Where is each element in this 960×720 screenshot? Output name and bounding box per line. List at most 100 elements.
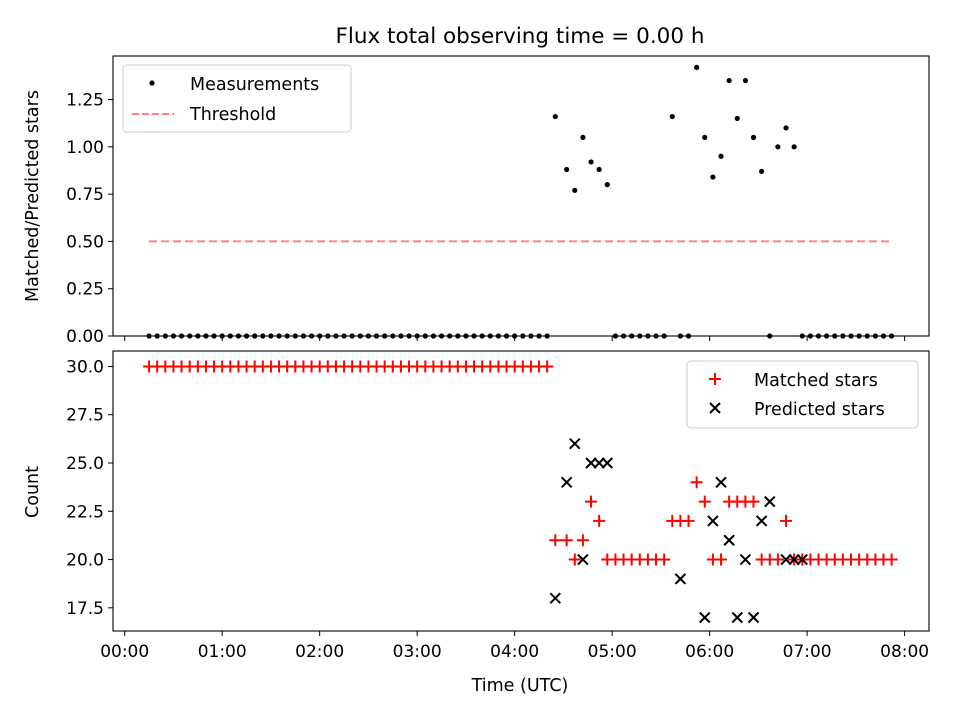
matched-stars-point — [885, 553, 898, 566]
measurement-point — [694, 64, 700, 70]
legend-matched-stars-label: Matched stars — [754, 371, 878, 391]
legend-measurements-label: Measurements — [190, 75, 319, 95]
x-tick-label: 02:00 — [295, 642, 344, 662]
matched-stars-point — [771, 553, 784, 566]
measurement-point — [572, 187, 578, 193]
predicted-stars-point — [593, 457, 605, 469]
predicted-stars-point — [674, 573, 687, 585]
matched-stars-point — [658, 553, 671, 566]
measurement-point — [552, 113, 558, 120]
matched-stars-point — [576, 534, 589, 547]
predicted-stars-point — [739, 553, 752, 566]
bottom-y-ticks: 17.5 20.0 22.5 25.0 27.5 30.0 — [66, 357, 113, 619]
predicted-stars-point — [747, 611, 760, 624]
y-tick-label: 27.5 — [66, 406, 104, 426]
x-tick-label: 06:00 — [685, 642, 734, 662]
measurement-point — [759, 168, 765, 175]
legend-measurements-marker — [149, 80, 155, 86]
y-tick-label: 0.50 — [66, 232, 104, 252]
predicted-stars-point — [549, 592, 561, 604]
matched-stars-point — [560, 534, 573, 547]
measurement-point — [742, 77, 748, 84]
y-tick-label: 30.0 — [66, 357, 104, 377]
legend-threshold-label: Threshold — [189, 105, 276, 125]
predicted-stars-point — [707, 515, 719, 527]
matched-stars-point — [549, 534, 562, 547]
measurement-point — [564, 166, 570, 173]
matched-stars-point — [780, 514, 793, 527]
x-tick-label: 07:00 — [783, 642, 832, 662]
measurement-point — [718, 153, 724, 159]
matched-stars-point — [568, 553, 581, 566]
matched-stars-point — [747, 495, 760, 508]
x-tick-label: 08:00 — [880, 642, 929, 662]
top-y-axis-label: Matched/Predicted stars — [23, 90, 43, 302]
matched-stars-point — [690, 476, 703, 489]
y-tick-label: 17.5 — [66, 599, 104, 619]
bottom-axes-frame — [112, 350, 930, 632]
figure-title: Flux total observing time = 0.00 h — [336, 24, 705, 49]
predicted-stars-point — [577, 553, 589, 566]
matched-stars-point — [593, 514, 606, 527]
predicted-stars-point — [723, 534, 735, 546]
y-tick-label: 0.75 — [66, 185, 104, 205]
predicted-stars-point — [715, 476, 727, 489]
predicted-stars-point — [788, 553, 800, 566]
y-tick-label: 1.00 — [66, 138, 104, 158]
predicted-stars-point — [755, 515, 768, 527]
predicted-stars-point — [569, 437, 581, 450]
y-tick-label: 1.25 — [66, 91, 104, 111]
top-plot-marks — [146, 64, 895, 339]
top-legend: Measurements Threshold — [122, 64, 352, 133]
predicted-stars-point — [731, 611, 743, 624]
measurement-point — [588, 159, 594, 165]
x-tick-label: 03:00 — [393, 642, 442, 662]
measurement-point — [596, 166, 602, 173]
measurement-point — [669, 113, 675, 120]
measurement-point — [604, 182, 610, 188]
measurement-point — [734, 115, 740, 122]
y-tick-label: 0.25 — [66, 280, 104, 300]
x-tick-label: 04:00 — [490, 642, 539, 662]
bottom-legend-box — [686, 360, 919, 429]
measurement-point — [710, 174, 716, 180]
predicted-stars-point — [560, 476, 573, 489]
bottom-y-axis-label: Count — [23, 466, 43, 518]
y-tick-label: 0.00 — [66, 327, 104, 347]
top-legend-box — [122, 64, 352, 133]
measurement-point — [750, 134, 757, 140]
bottom-plot-marks — [143, 360, 898, 624]
measurement-point — [783, 125, 789, 131]
top-x-ticks — [124, 336, 906, 341]
measurement-point — [775, 144, 781, 150]
matched-stars-point — [715, 553, 728, 566]
predicted-stars-point — [585, 457, 597, 469]
top-y-ticks: 0.00 0.25 0.50 0.75 1.00 1.25 — [66, 91, 113, 347]
matched-stars-point — [682, 514, 695, 527]
matched-stars-point — [585, 495, 598, 508]
measurement-point — [702, 134, 708, 140]
predicted-stars-point — [764, 495, 776, 508]
y-tick-label: 22.5 — [66, 502, 104, 522]
legend-matched-stars-marker — [709, 373, 721, 385]
top-axes: 0.00 0.25 0.50 0.75 1.00 1.25 Matched/Predict… — [23, 55, 930, 347]
x-tick-label: 05:00 — [588, 642, 637, 662]
top-axes-frame — [112, 55, 930, 337]
legend-predicted-stars-label: Predicted stars — [754, 400, 885, 420]
matched-stars-point — [541, 360, 554, 373]
measurement-point — [791, 144, 797, 150]
bottom-x-ticks: 00:00 01:00 02:00 03:00 04:00 05:00 06:00 07:00… — [100, 631, 929, 662]
x-tick-label: 00:00 — [100, 642, 149, 662]
y-tick-label: 25.0 — [66, 454, 104, 474]
measurement-point — [580, 134, 586, 140]
predicted-stars-point — [699, 611, 711, 624]
bottom-x-axis-label: Time (UTC) — [471, 676, 569, 696]
predicted-stars-point — [780, 553, 792, 566]
x-tick-label: 01:00 — [198, 642, 247, 662]
predicted-stars-point — [601, 457, 613, 469]
legend-predicted-stars-marker — [709, 402, 721, 414]
matched-stars-point — [698, 495, 711, 508]
bottom-legend: Matched stars Predicted stars — [686, 360, 919, 429]
predicted-stars-point — [796, 553, 808, 566]
